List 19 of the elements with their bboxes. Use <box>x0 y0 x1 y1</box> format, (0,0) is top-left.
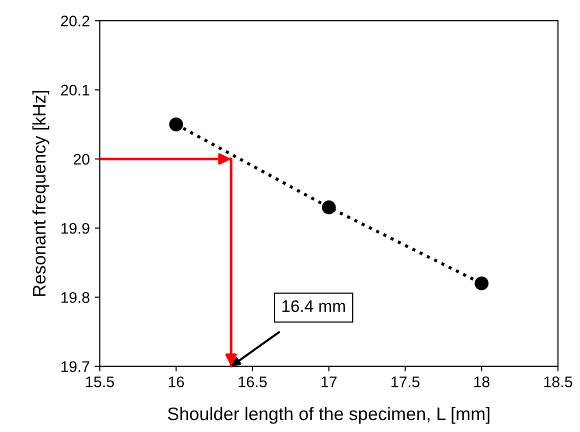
x-tick-label: 16.5 <box>238 376 267 388</box>
y-axis-title: Resonant frequency [kHz] <box>32 90 50 296</box>
x-tick-label: 16 <box>168 376 184 388</box>
annotation: 16.4 mm <box>282 300 345 312</box>
y-tick-label: 19.9 <box>61 222 90 234</box>
y-tick-label: 19.7 <box>61 361 90 372</box>
x-tick-label: 17 <box>322 376 337 388</box>
point <box>169 117 184 132</box>
point <box>322 200 336 214</box>
point <box>474 276 489 290</box>
x-tick-label: 17.5 <box>392 376 420 388</box>
x-tick-label: 15.5 <box>86 376 114 388</box>
x-tick-label: 18 <box>474 376 490 388</box>
x-axis-title: Shoulder length of the specimen, L [mm] <box>168 406 490 424</box>
x-tick-label: 18.5 <box>544 376 572 388</box>
y-tick-label: 19.8 <box>61 292 90 303</box>
y-tick-label: 20.1 <box>61 84 90 96</box>
y-tick-label: 20.2 <box>61 16 90 26</box>
y-tick-label: 20 <box>74 154 90 165</box>
